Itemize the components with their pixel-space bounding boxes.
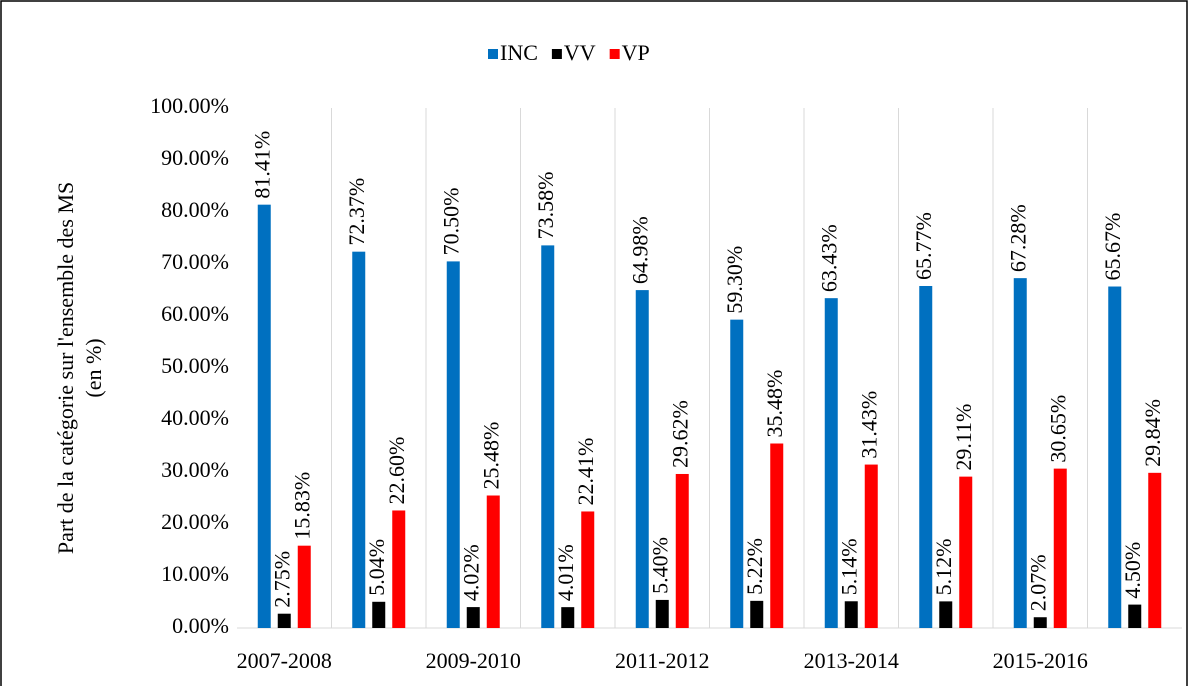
data-label: 72.37% — [344, 178, 369, 246]
x-tick-label: 2009-2010 — [426, 648, 521, 673]
data-label: 4.50% — [1120, 542, 1145, 599]
data-label: 31.43% — [856, 391, 881, 459]
x-tick-label: 2013-2014 — [804, 648, 899, 673]
bar — [864, 464, 878, 628]
y-tick-label: 90.00% — [161, 145, 229, 170]
x-tick-label: 2007-2008 — [237, 648, 332, 673]
data-label: 59.30% — [722, 246, 747, 314]
bar — [844, 601, 858, 628]
bar — [257, 204, 271, 628]
y-tick-label: 60.00% — [161, 301, 229, 326]
data-label: 64.98% — [627, 216, 652, 284]
bar — [675, 473, 689, 628]
y-tick-label: 80.00% — [161, 197, 229, 222]
x-tick-label: 2011-2012 — [615, 648, 710, 673]
y-tick-label: 0.00% — [172, 613, 229, 638]
data-label: 2.75% — [269, 551, 294, 608]
data-label: 4.01% — [553, 544, 578, 601]
bar — [655, 599, 669, 628]
y-tick-label: 20.00% — [161, 509, 229, 534]
legend-label: VP — [622, 40, 650, 65]
bar — [635, 290, 649, 628]
data-label: 5.14% — [836, 538, 861, 595]
data-label: 70.50% — [438, 188, 463, 256]
bar — [919, 285, 933, 628]
data-label: 65.77% — [911, 212, 936, 280]
data-label: 73.58% — [533, 172, 558, 240]
legend-label: VV — [564, 40, 596, 65]
data-label: 5.22% — [742, 538, 767, 595]
bar — [446, 261, 460, 628]
bar — [392, 510, 406, 628]
x-tick-label: 2015-2016 — [993, 648, 1088, 673]
data-label: 29.11% — [951, 404, 976, 471]
y-tick-label: 50.00% — [161, 353, 229, 378]
data-label: 35.48% — [762, 370, 787, 438]
data-label: 29.84% — [1140, 399, 1165, 467]
bar — [1148, 472, 1162, 628]
bar — [561, 607, 575, 628]
data-label: 5.12% — [931, 539, 956, 596]
bar — [1053, 468, 1067, 628]
data-label: 2.07% — [1025, 554, 1050, 611]
bar — [824, 298, 838, 628]
y-tick-label: 100.00% — [150, 93, 229, 118]
bar — [541, 245, 555, 628]
bar — [1033, 617, 1047, 628]
data-label: 22.41% — [573, 438, 598, 506]
data-label: 81.41% — [249, 131, 274, 199]
bar — [770, 443, 784, 628]
data-label: 15.83% — [289, 472, 314, 540]
y-axis-title: (en %) — [81, 338, 106, 397]
bar — [750, 600, 764, 628]
legend-swatch — [488, 49, 498, 59]
y-tick-label: 70.00% — [161, 249, 229, 274]
data-label: 29.62% — [667, 400, 692, 468]
data-label: 5.04% — [364, 539, 389, 596]
y-tick-label: 40.00% — [161, 405, 229, 430]
y-tick-label: 30.00% — [161, 457, 229, 482]
bar — [372, 601, 386, 628]
data-label: 67.28% — [1005, 204, 1030, 272]
bar — [1013, 278, 1027, 628]
bar — [959, 476, 973, 628]
y-tick-label: 10.00% — [161, 561, 229, 586]
y-axis-title: Part de la catégorie sur l'ensemble des … — [53, 182, 78, 554]
bar — [730, 319, 744, 628]
bar — [466, 607, 480, 628]
data-label: 30.65% — [1045, 395, 1070, 463]
data-label: 25.48% — [478, 422, 503, 490]
bar — [939, 601, 953, 628]
legend-swatch — [609, 49, 620, 59]
bar — [277, 613, 291, 628]
data-label: 63.43% — [816, 224, 841, 292]
data-label: 4.02% — [458, 544, 483, 601]
bar — [352, 251, 366, 628]
bar — [581, 511, 595, 628]
data-label: 65.67% — [1100, 213, 1125, 281]
data-label: 5.40% — [647, 537, 672, 594]
bar — [486, 495, 500, 628]
bar — [297, 545, 311, 628]
data-label: 22.60% — [384, 437, 409, 505]
legend-swatch — [551, 49, 562, 59]
bar — [1108, 286, 1122, 628]
bar — [1128, 604, 1142, 628]
legend-label: INC — [500, 40, 538, 65]
